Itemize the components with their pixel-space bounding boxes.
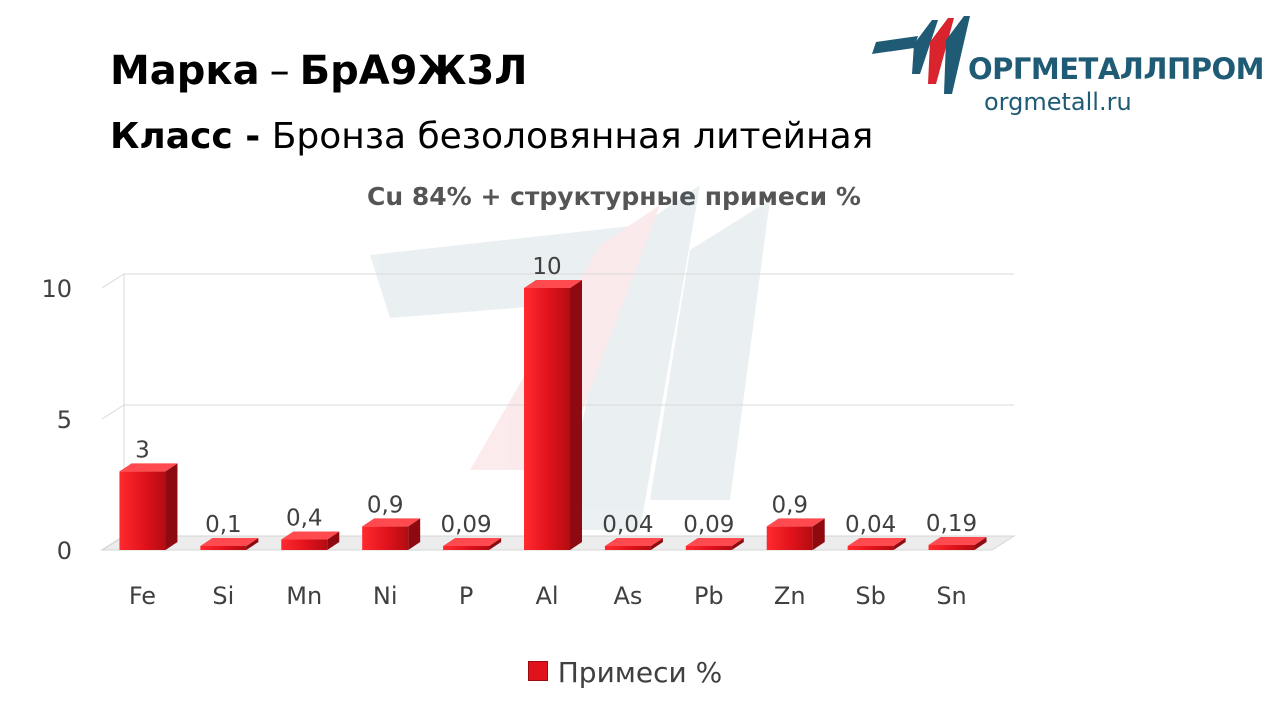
bar-front bbox=[119, 471, 166, 550]
data-label-Pb: 0,09 bbox=[683, 512, 734, 538]
bar-top bbox=[362, 518, 421, 527]
bar-top bbox=[928, 537, 987, 546]
bar-top bbox=[847, 538, 906, 546]
marka-line: Марка – БрА9Ж3Л bbox=[110, 48, 528, 94]
bar-side bbox=[246, 538, 259, 550]
x-tick-label-Sb: Sb bbox=[855, 582, 885, 610]
data-label-Sb: 0,04 bbox=[845, 512, 896, 538]
bar-top bbox=[604, 538, 663, 546]
bar-side bbox=[165, 463, 178, 550]
class-label: Класс - bbox=[110, 116, 261, 157]
bar-Mn bbox=[281, 531, 340, 550]
data-label-Mn: 0,4 bbox=[286, 506, 323, 532]
bar-top bbox=[685, 538, 744, 546]
bar-top bbox=[281, 531, 340, 540]
bar-front bbox=[847, 546, 894, 550]
bar-front bbox=[928, 545, 975, 550]
bar-Sb bbox=[847, 538, 906, 550]
x-tick-label-Al: Al bbox=[535, 582, 558, 610]
bar-Sn bbox=[928, 537, 987, 550]
legend: Примеси % bbox=[0, 656, 1250, 689]
bar-top bbox=[766, 518, 825, 527]
bar-Zn bbox=[766, 518, 825, 550]
x-tick-label-P: P bbox=[459, 582, 473, 610]
y-tick-label: 10 bbox=[41, 275, 72, 303]
x-tick-label-Sn: Sn bbox=[936, 582, 966, 610]
orgmetallprom-logo-icon bbox=[872, 16, 970, 94]
x-tick-label-Zn: Zn bbox=[774, 582, 806, 610]
bar-top bbox=[119, 463, 178, 472]
bar-top bbox=[443, 538, 502, 546]
bar-side bbox=[974, 537, 987, 550]
data-label-Fe: 3 bbox=[135, 437, 150, 463]
data-label-Zn: 0,9 bbox=[771, 492, 808, 518]
gridline bbox=[101, 404, 1014, 420]
bar-front bbox=[685, 546, 732, 550]
data-label-Al: 10 bbox=[532, 254, 561, 280]
gridline bbox=[101, 273, 1014, 289]
class-line: Класс - Бронза безоловянная литейная bbox=[110, 116, 873, 157]
x-tick-label-As: As bbox=[613, 582, 642, 610]
data-label-Si: 0,1 bbox=[205, 512, 242, 538]
bar-front bbox=[604, 546, 651, 550]
company-logo[interactable]: ОРГМЕТАЛЛПРОМ orgmetall.ru bbox=[872, 14, 1265, 124]
marka-value: БрА9Ж3Л bbox=[299, 48, 528, 94]
bar-side bbox=[570, 280, 582, 550]
x-tick-label-Pb: Pb bbox=[694, 582, 724, 610]
bar-As bbox=[604, 538, 663, 550]
data-label-Ni: 0,9 bbox=[367, 492, 404, 518]
bar-Si bbox=[200, 538, 259, 550]
bar-side bbox=[327, 531, 340, 550]
data-label-As: 0,04 bbox=[602, 512, 653, 538]
legend-label: Примеси % bbox=[557, 656, 723, 689]
bar-side bbox=[893, 538, 906, 550]
bar-Ni bbox=[362, 518, 421, 550]
bar-Fe bbox=[119, 463, 178, 550]
logo-name: ОРГМЕТАЛЛПРОМ bbox=[968, 52, 1265, 86]
bar-side bbox=[812, 518, 825, 550]
bar-Pb bbox=[685, 538, 744, 550]
logo-url[interactable]: orgmetall.ru bbox=[984, 88, 1132, 116]
bar-top bbox=[200, 538, 259, 546]
marka-label: Марка bbox=[110, 48, 260, 94]
data-label-P: 0,09 bbox=[440, 512, 491, 538]
chart-title: Cu 84% + структурные примеси % bbox=[367, 182, 861, 211]
data-label-Sn: 0,19 bbox=[926, 511, 977, 537]
x-tick-label-Si: Si bbox=[212, 582, 234, 610]
bar-front bbox=[524, 288, 570, 550]
x-tick-label-Fe: Fe bbox=[129, 582, 156, 610]
x-tick-label-Mn: Mn bbox=[286, 582, 322, 610]
y-tick-label: 0 bbox=[57, 537, 72, 565]
bar-Al bbox=[524, 280, 582, 550]
bar-P bbox=[443, 538, 502, 550]
bar-side bbox=[408, 518, 421, 550]
bar-side bbox=[489, 538, 502, 550]
bar-front bbox=[443, 546, 490, 550]
bar-side bbox=[731, 538, 744, 550]
y-tick-label: 5 bbox=[57, 406, 72, 434]
x-tick-label-Ni: Ni bbox=[373, 582, 398, 610]
class-value: Бронза безоловянная литейная bbox=[271, 116, 874, 157]
bar-front bbox=[766, 526, 813, 550]
bar-top bbox=[524, 280, 582, 288]
bar-front bbox=[362, 526, 409, 550]
legend-swatch bbox=[527, 661, 548, 681]
marka-dash: – bbox=[269, 48, 290, 94]
bar-front bbox=[200, 546, 247, 550]
bar-front bbox=[281, 539, 328, 550]
bar-side bbox=[650, 538, 663, 550]
